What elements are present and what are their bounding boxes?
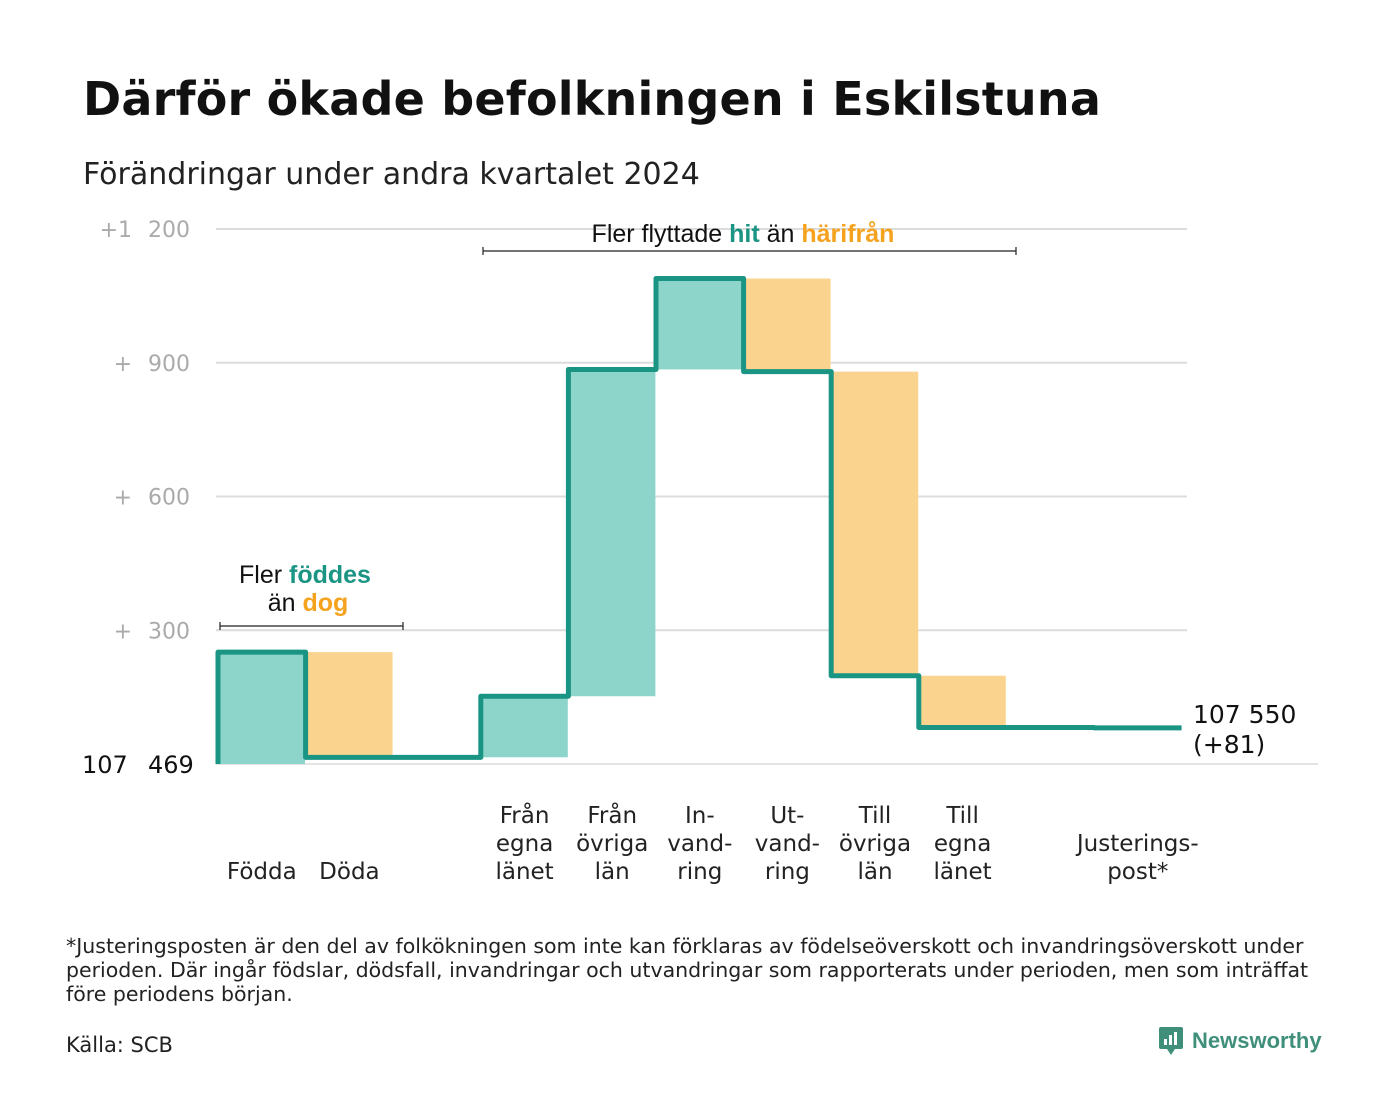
- y-tick-sign: +: [114, 486, 132, 511]
- y-axis-ticks: +300 + 600 + 900 +1 200: [100, 218, 190, 644]
- brand-logo: Newsworthy: [1158, 1026, 1322, 1056]
- x-tick-label: Till: [858, 803, 892, 829]
- bar-decrease: [831, 371, 919, 676]
- migration-annotation: Fler flyttade hit än härifrån: [592, 220, 895, 248]
- x-tick-label: Födda: [227, 859, 297, 885]
- bar-increase: [480, 696, 568, 758]
- y-tick-label: 300: [148, 619, 190, 644]
- waterfall-bars: [218, 278, 1006, 764]
- y-tick-sign: +1: [100, 218, 132, 243]
- bar-decrease: [305, 652, 393, 758]
- y-tick-sign: +: [114, 352, 132, 377]
- newsworthy-logo-icon: [1159, 1027, 1183, 1055]
- x-tick-label: Justerings-: [1075, 831, 1199, 857]
- bar-increase: [568, 369, 656, 697]
- x-tick-label: egna: [934, 831, 991, 857]
- source-note: Källa: SCB: [66, 1033, 173, 1057]
- bar-increase: [656, 278, 743, 370]
- births-annotation-line2: än dog: [268, 589, 349, 617]
- x-tick-label: län: [857, 859, 892, 885]
- x-tick-label: län: [595, 859, 630, 885]
- x-tick-label: ring: [677, 859, 722, 885]
- x-tick-label: Döda: [319, 859, 379, 885]
- chart-subtitle: Förändringar under andra kvartalet 2024: [83, 157, 700, 192]
- end-value: 107 550: [1193, 700, 1296, 729]
- chart-title: Därför ökade befolkningen i Eskilstuna: [83, 72, 1102, 126]
- x-tick-label: vand-: [667, 831, 732, 857]
- footnote: *Justeringsposten är den del av folkökni…: [66, 934, 1309, 1006]
- x-tick-label: ring: [765, 859, 810, 885]
- x-tick-label: In-: [685, 803, 715, 829]
- x-tick-label: Från: [500, 801, 550, 829]
- y-tick-sign: +: [114, 619, 132, 644]
- x-tick-label: övriga: [576, 831, 648, 857]
- y-tick-label: 600: [148, 486, 190, 511]
- x-axis-labels: Födda DödaFrånegnalänetFrånövrigalänIn-va…: [227, 801, 1199, 885]
- end-value-label: 107 550(+81): [1193, 700, 1296, 759]
- migration-bracket: [482, 247, 1017, 255]
- cumulative-step-line: [215, 275, 1182, 764]
- bar-decrease: [743, 278, 831, 372]
- x-tick-label: övriga: [839, 831, 911, 857]
- births-annotation-line1: Fler föddes: [239, 561, 371, 589]
- births-bracket: [219, 622, 404, 630]
- x-tick-label: länet: [933, 859, 991, 885]
- y-tick-label: 200: [148, 218, 190, 243]
- end-change: (+81): [1193, 730, 1265, 759]
- start-value-label: 107 469: [82, 751, 194, 779]
- x-tick-label: Från: [587, 801, 637, 829]
- x-tick-label: vand-: [755, 831, 820, 857]
- waterfall-chart: +300+ 600+ 900+1 200 Födda DödaFrånegnalänet…: [82, 218, 1318, 885]
- bar-decrease: [918, 675, 1006, 728]
- x-tick-label: egna: [496, 831, 553, 857]
- x-tick-label: länet: [495, 859, 553, 885]
- x-tick-label: Till: [945, 803, 979, 829]
- y-tick-label: 900: [148, 352, 190, 377]
- brand-name: Newsworthy: [1192, 1028, 1322, 1053]
- x-tick-label: post*: [1107, 859, 1168, 885]
- bar-increase: [218, 652, 305, 764]
- x-tick-label: Ut-: [770, 803, 804, 829]
